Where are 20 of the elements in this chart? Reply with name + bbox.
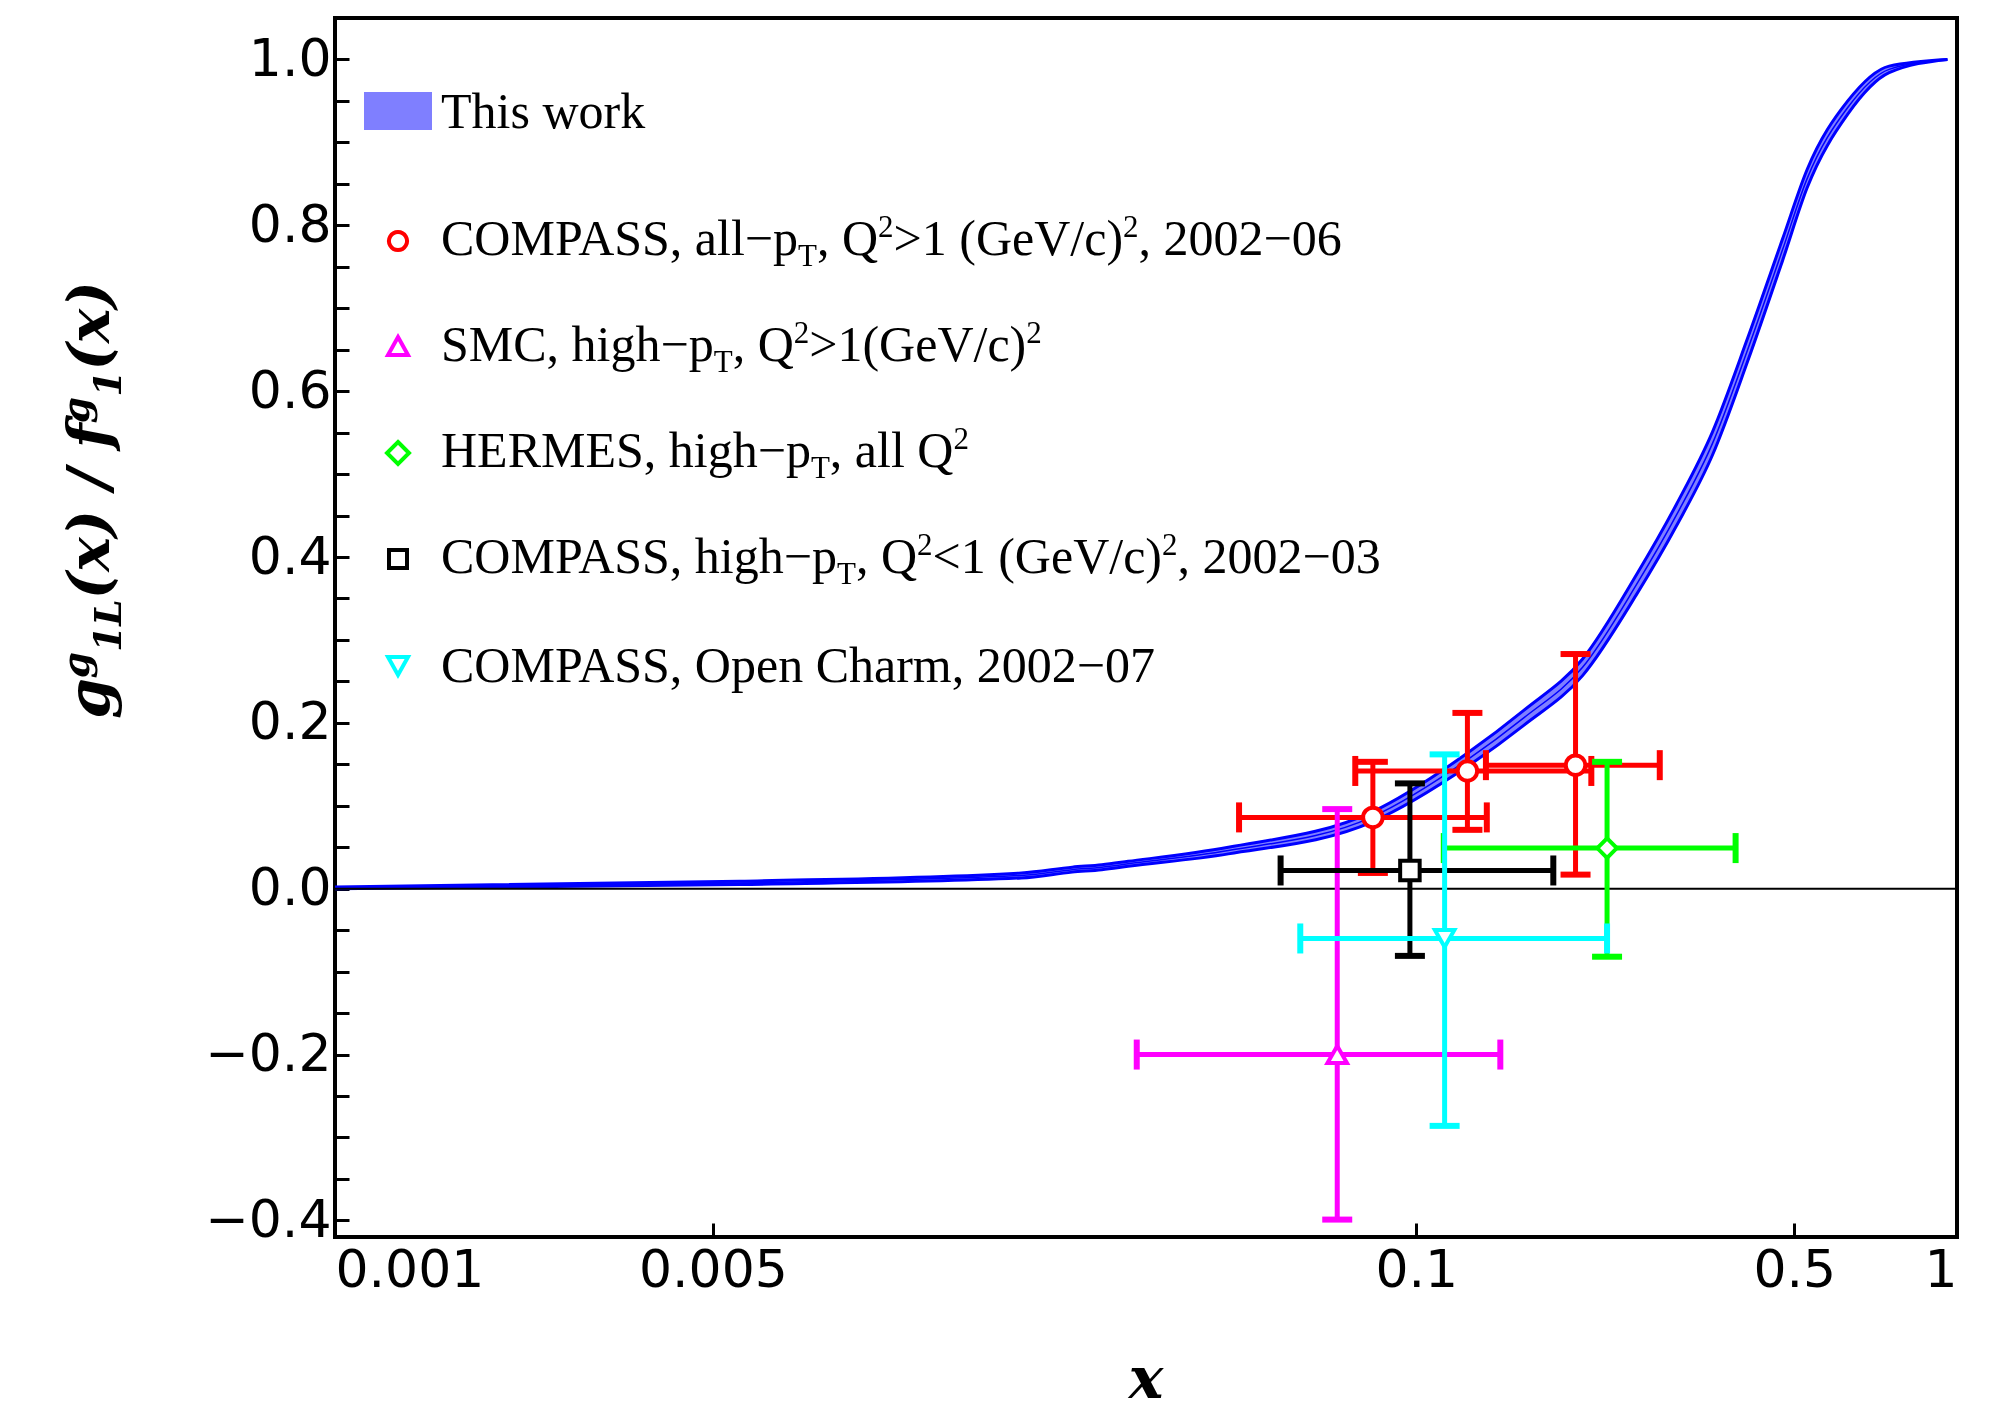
legend-label: COMPASS, high−p$_{T}$, Q$^{2}$<1 (GeV/c)$^{2}$, 2002−03 [441, 526, 1381, 592]
x-tick-label: 0.1 [1375, 1238, 1459, 1299]
x-tick-label: 1 [1924, 1238, 1958, 1299]
y-tick-label: 0.6 [248, 359, 332, 420]
y-tick-label: −0.2 [205, 1023, 332, 1084]
x-tick-label: 0.001 [335, 1238, 485, 1299]
legend-label: HERMES, high−p$_{T}$, all Q$^{2}$ [441, 420, 969, 486]
legend-label: SMC, high−p$_{T}$, Q$^{2}$>1(GeV/c)$^{2}$ [441, 314, 1042, 380]
legend-label: COMPASS, all−p$_{T}$, Q$^{2}$>1 (GeV/c)$^{2}$, 2002−06 [441, 208, 1342, 274]
y-tick-label: 0.2 [248, 691, 332, 752]
y-tick-label: 1.0 [248, 27, 332, 88]
x-axis-title: x [1128, 1344, 1164, 1408]
x-tick-label: 0.005 [638, 1238, 788, 1299]
y-tick-label: −0.4 [205, 1188, 332, 1249]
x-tick-label: 0.5 [1753, 1238, 1837, 1299]
legend-label: COMPASS, Open Charm, 2002−07 [441, 636, 1155, 694]
y-tick-label: 0.8 [248, 193, 332, 254]
y-tick-label: 0.4 [248, 525, 332, 586]
y-tick-label: 0.0 [248, 857, 332, 918]
legend-label: This work [441, 82, 646, 140]
